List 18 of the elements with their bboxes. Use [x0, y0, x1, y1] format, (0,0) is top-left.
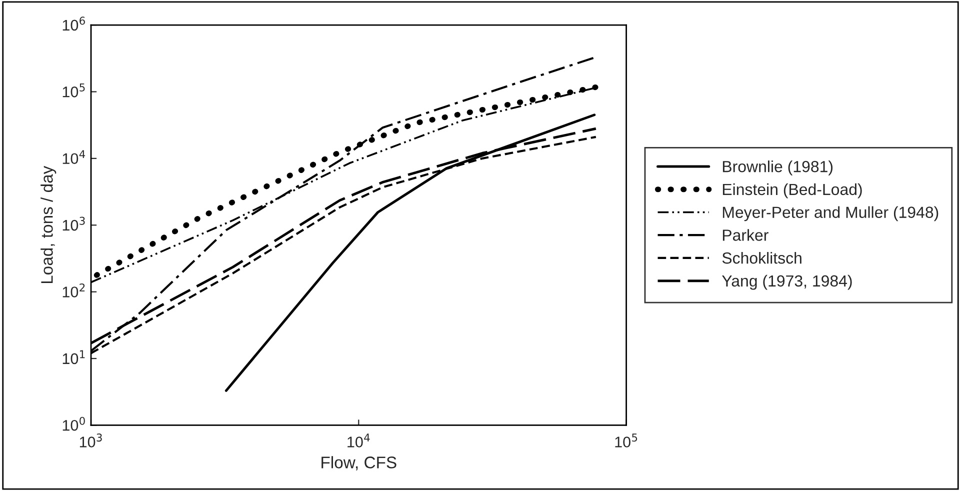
y-tick-label: 10$^{0}$ [62, 416, 85, 431]
legend-label: Einstein (Bed-Load) [722, 183, 862, 198]
y-axis-title: Load, tons / day [40, 166, 56, 284]
legend-label: Meyer-Peter and Muller (1948) [722, 206, 938, 222]
legend-label: Schoklitsch [722, 252, 802, 264]
y-tick-label: 10$^{4}$ [62, 150, 86, 164]
y-tick-label: 10$^{5}$ [62, 84, 85, 98]
y-tick-label: 10$^{1}$ [62, 350, 85, 364]
x-tick-label: 10$^{4}$ [348, 434, 370, 448]
x-axis-title: Flow, CFS [322, 456, 396, 470]
y-tick-label: 10$^{2}$ [62, 283, 85, 298]
legend-label: Parker [722, 229, 768, 241]
x-tick-label: 10$^{3}$ [80, 433, 102, 448]
y-tick-label: 10$^{6}$ [62, 16, 85, 31]
legend-label: Brownlie (1981) [722, 160, 833, 176]
y-tick-label: 10$^{3}$ [62, 216, 85, 231]
x-tick-label: 10$^{5}$ [615, 434, 638, 448]
legend-label: Yang (1973, 1984) [722, 274, 852, 290]
